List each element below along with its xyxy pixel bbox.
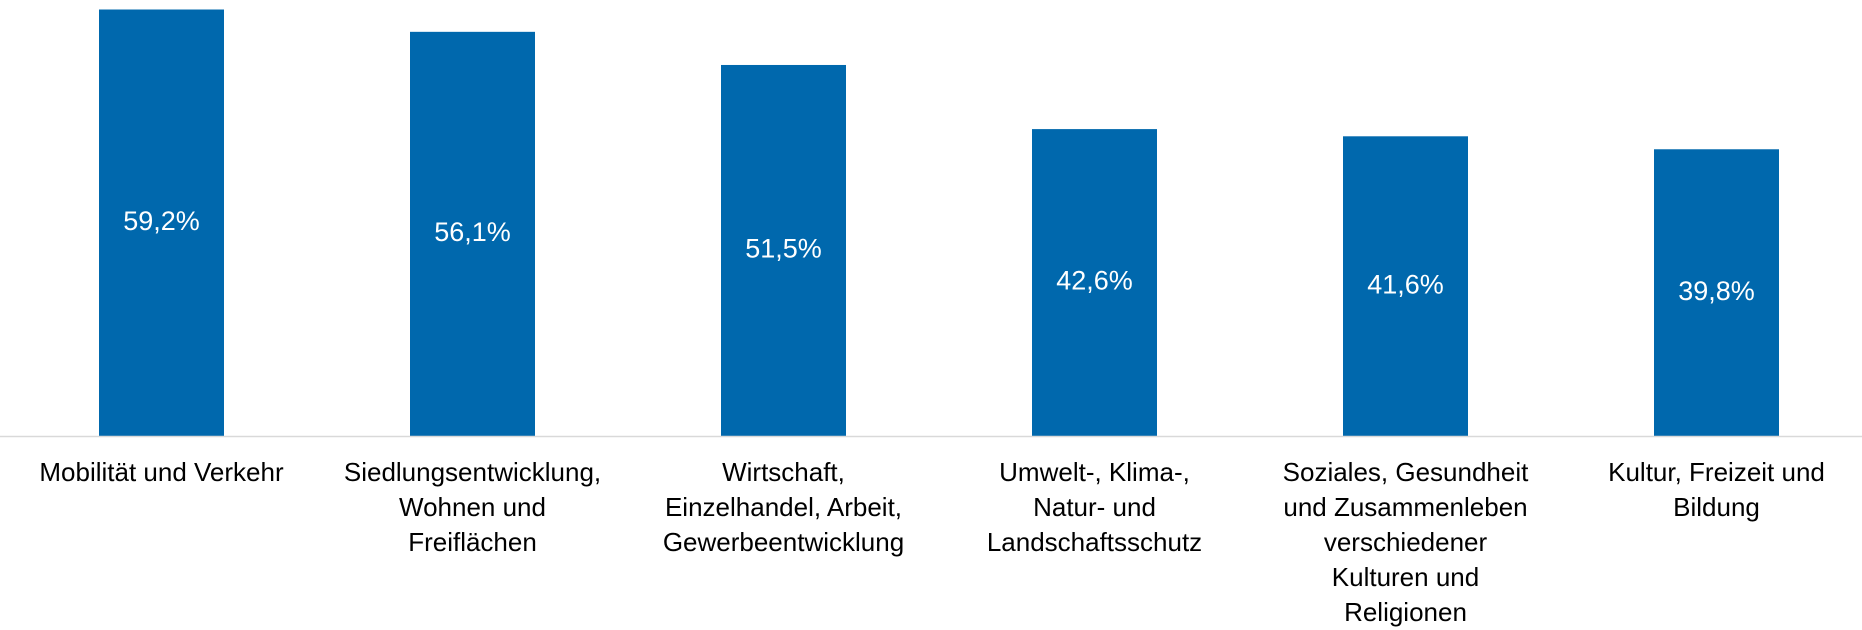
bar bbox=[1032, 129, 1157, 437]
value-label: 41,6% bbox=[1367, 269, 1444, 299]
x-tick-label: Mobilität und Verkehr bbox=[39, 457, 284, 487]
value-label: 42,6% bbox=[1056, 266, 1133, 296]
value-label: 39,8% bbox=[1678, 276, 1755, 306]
value-label: 51,5% bbox=[745, 234, 822, 264]
x-tick-label: Umwelt-, Klima-, Natur- und Landschaftss… bbox=[986, 457, 1203, 557]
x-tick-label: Wirtschaft, Einzelhandel, Arbeit, Gewerb… bbox=[662, 457, 905, 557]
bar bbox=[721, 64, 846, 436]
value-label: 56,1% bbox=[434, 217, 511, 247]
bar bbox=[1343, 136, 1468, 436]
bar bbox=[410, 31, 535, 436]
x-tick-label: Soziales, Gesundheit und Zusammenleben v… bbox=[1282, 457, 1529, 627]
x-tick-label: Siedlungsentwicklung, Wohnen und Freiflä… bbox=[343, 457, 602, 557]
x-tick-label: Kultur, Freizeit und Bildung bbox=[1608, 457, 1825, 522]
bar bbox=[99, 9, 224, 436]
bar bbox=[1654, 149, 1779, 436]
value-label: 59,2% bbox=[123, 206, 200, 236]
